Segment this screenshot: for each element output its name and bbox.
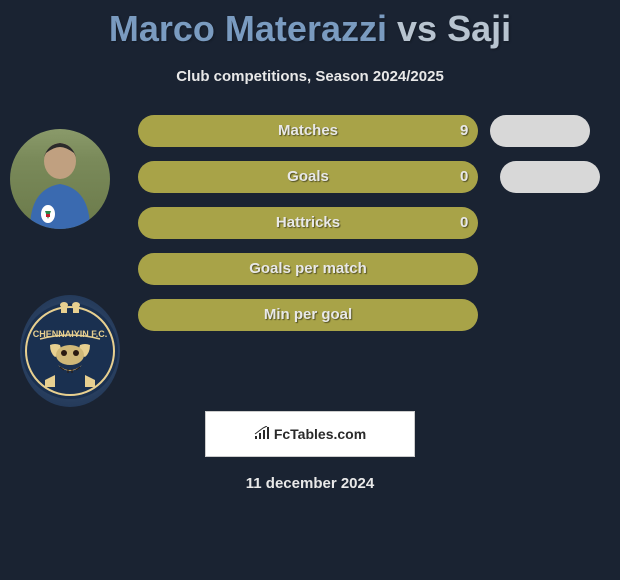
player-silhouette-icon xyxy=(10,129,110,229)
footer-date: 11 december 2024 xyxy=(0,475,620,492)
bar-row-mpg: Min per goal xyxy=(138,299,600,331)
bar-row-gpm: Goals per match xyxy=(138,253,600,285)
club-badge-icon: CHENNAIYIN F.C. xyxy=(20,295,120,407)
svg-text:CHENNAIYIN F.C.: CHENNAIYIN F.C. xyxy=(33,329,108,339)
bar-label-gpm: Goals per match xyxy=(249,260,367,277)
player1-avatar xyxy=(10,129,110,229)
footer-brand-badge: FcTables.com xyxy=(205,411,415,457)
vs-text: vs xyxy=(397,8,437,49)
comparison-title: Marco Materazzi vs Saji xyxy=(0,0,620,50)
player1-name: Marco Materazzi xyxy=(109,8,387,49)
bar-row-goals: Goals 0 xyxy=(138,161,600,193)
bar-player2-goals xyxy=(500,161,600,193)
subtitle: Club competitions, Season 2024/2025 xyxy=(0,68,620,85)
bar-row-hattricks: Hattricks 0 xyxy=(138,207,600,239)
player2-name: Saji xyxy=(447,8,511,49)
bar-row-matches: Matches 9 xyxy=(138,115,600,147)
chart-icon xyxy=(254,426,270,443)
bar-value-goals: 0 xyxy=(460,168,468,185)
bar-label-goals: Goals xyxy=(287,168,329,185)
bar-value-hattricks: 0 xyxy=(460,214,468,231)
footer-brand-text: FcTables.com xyxy=(274,426,366,442)
club-badge: CHENNAIYIN F.C. xyxy=(20,295,120,407)
stats-bars: Matches 9 Goals 0 Hattricks 0 Goals per … xyxy=(138,115,600,331)
bar-label-mpg: Min per goal xyxy=(264,306,352,323)
bar-player2-matches xyxy=(490,115,590,147)
bar-label-matches: Matches xyxy=(278,122,338,139)
bar-value-matches: 9 xyxy=(460,122,468,139)
bar-label-hattricks: Hattricks xyxy=(276,214,340,231)
